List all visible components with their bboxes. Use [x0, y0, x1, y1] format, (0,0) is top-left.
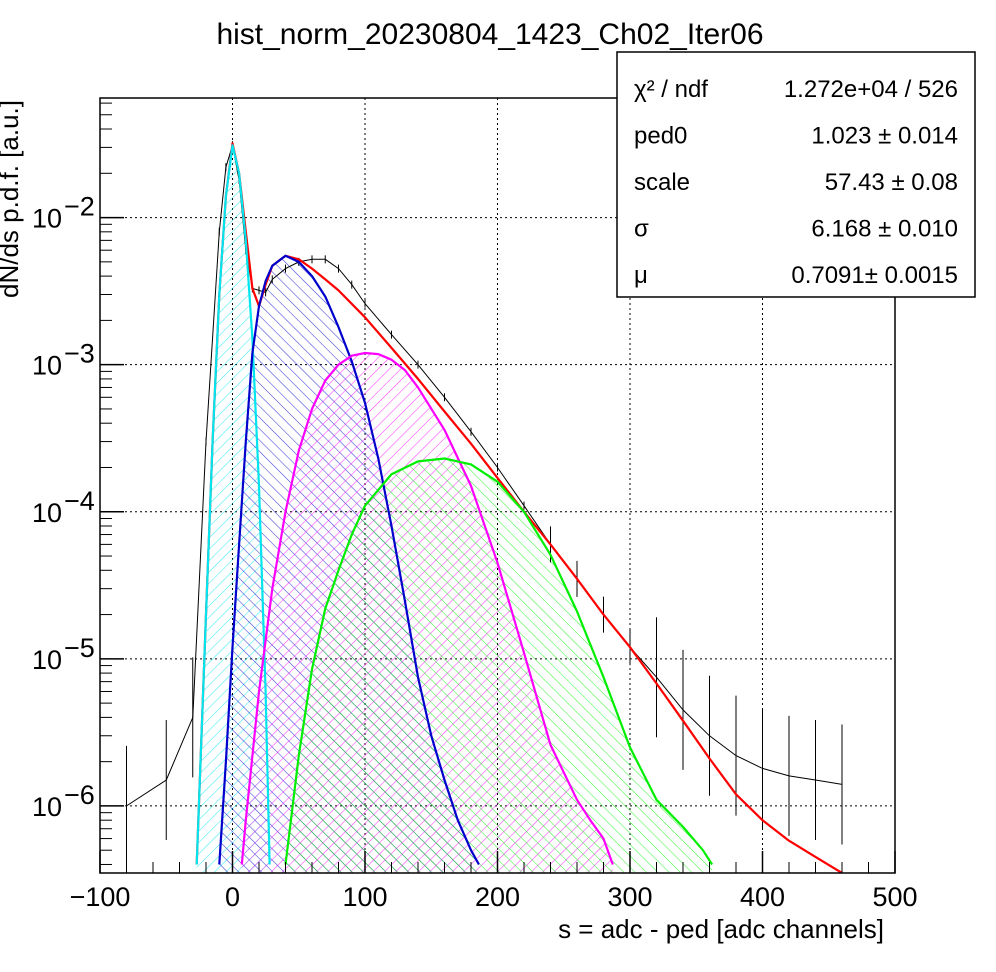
- stats-label: ped0: [634, 123, 687, 150]
- y-tick-label: 10: [32, 645, 62, 675]
- stats-value: 1.272e+04 / 526: [784, 76, 958, 103]
- histogram: [126, 141, 843, 866]
- fit-curve: [218, 254, 480, 866]
- y-tick-exponent: −3: [64, 339, 95, 369]
- y-tick-exponent: −5: [64, 633, 95, 663]
- x-tick-label: 200: [475, 882, 520, 912]
- fit-curve: [195, 144, 271, 865]
- stats-box-frame: [616, 51, 976, 298]
- y-tick-exponent: −6: [64, 780, 95, 810]
- chart-title: hist_norm_20230804_1423_Ch02_Iter06: [216, 18, 763, 51]
- x-tick-label: 400: [740, 882, 785, 912]
- stats-value: 1.023 ± 0.014: [811, 123, 958, 150]
- fit-curve: [240, 351, 614, 865]
- y-axis-label: dN/ds p.d.f. [a.u.]: [0, 100, 24, 298]
- y-tick-label: 10: [32, 351, 62, 381]
- y-tick-exponent: −4: [64, 486, 95, 516]
- x-tick-label: −100: [70, 882, 131, 912]
- y-axis: 10−210−310−410−510−6: [32, 102, 124, 865]
- stats-label: μ: [634, 262, 648, 289]
- stats-label: χ² / ndf: [634, 76, 708, 103]
- stats-value: 6.168 ± 0.010: [811, 216, 958, 243]
- fit-curves: [195, 142, 843, 873]
- x-tick-label: 100: [342, 882, 387, 912]
- x-axis-label: s = adc - ped [adc channels]: [558, 914, 884, 944]
- x-tick-label: 300: [607, 882, 652, 912]
- stats-value: 0.7091± 0.0015: [791, 262, 958, 289]
- stats-label: scale: [634, 169, 690, 196]
- x-axis: −100 0 100 200 300 400 500: [70, 851, 918, 912]
- y-tick-label: 10: [32, 204, 62, 234]
- stats-value: 57.43 ± 0.08: [825, 169, 958, 196]
- y-tick-exponent: −2: [64, 192, 95, 222]
- x-tick-label: 0: [225, 882, 240, 912]
- stats-label: σ: [634, 216, 649, 243]
- component-fill: [285, 458, 713, 873]
- y-tick-label: 10: [32, 792, 62, 822]
- x-tick-label: 500: [872, 882, 917, 912]
- y-tick-label: 10: [32, 498, 62, 528]
- fit-curve: [284, 457, 714, 866]
- stats-box: χ² / ndf 1.272e+04 / 526 ped0 1.023 ± 0.014…: [616, 51, 976, 298]
